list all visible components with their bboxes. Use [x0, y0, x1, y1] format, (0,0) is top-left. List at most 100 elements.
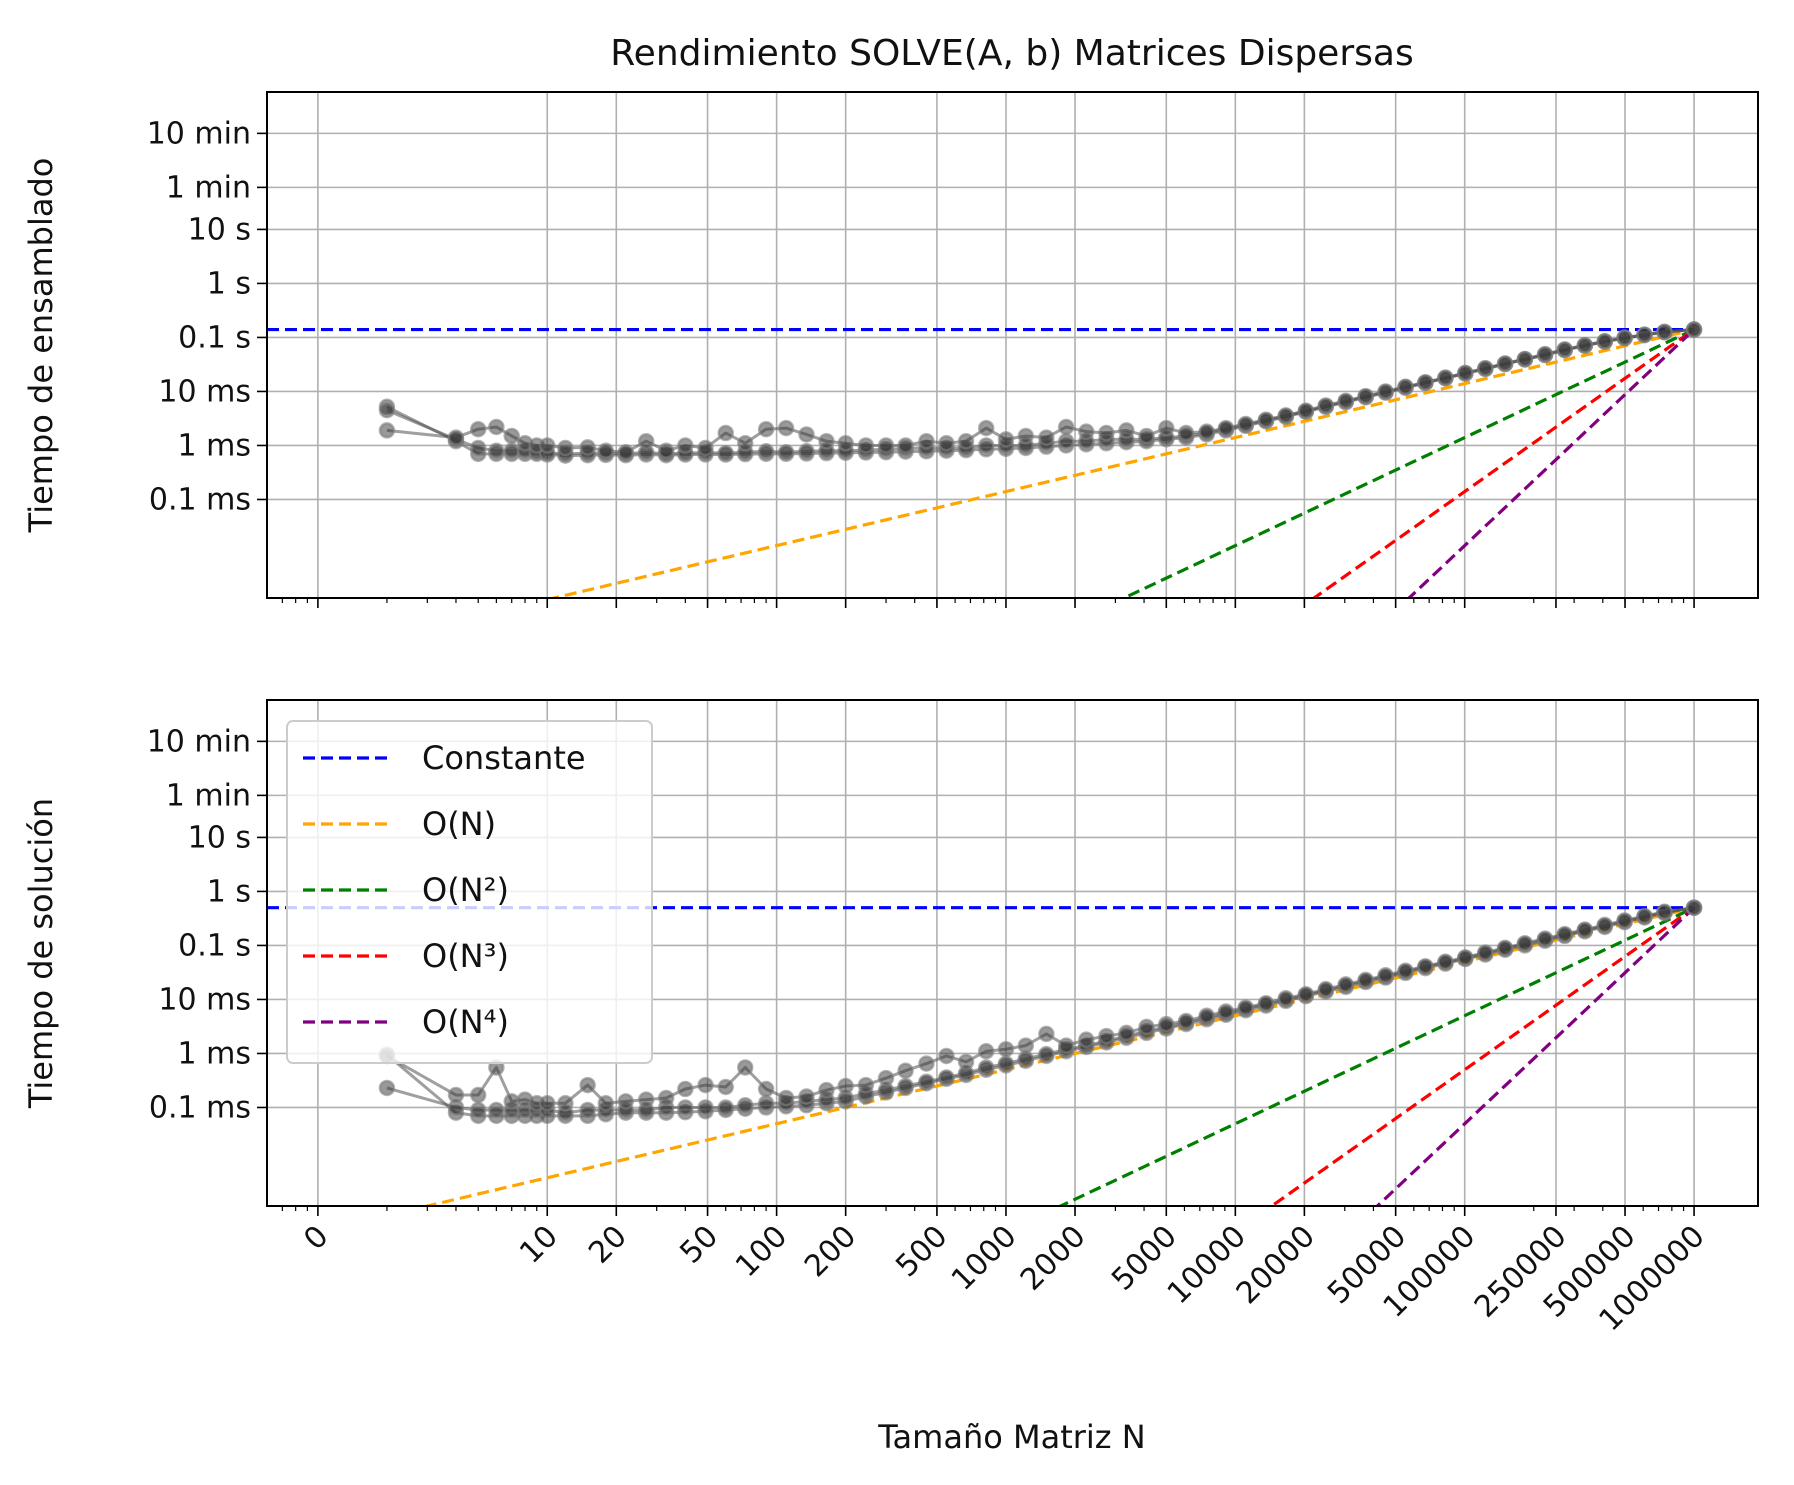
data-point	[1198, 1007, 1215, 1024]
x-tick-label: 20000	[1230, 1219, 1322, 1311]
data-point	[677, 437, 694, 454]
data-point	[918, 1073, 935, 1090]
data-point	[1576, 921, 1594, 938]
data-point	[617, 443, 635, 461]
panel-2: 0.1 ms 1 ms 10 ms 0.1 s 1 s 10 s 1 min 10 min 0 1…	[22, 699, 1759, 1338]
data-point	[1078, 1031, 1095, 1048]
y-tick-label: 0.1 ms	[149, 1090, 251, 1125]
data-point	[469, 1101, 487, 1119]
x-axis-title: Tamaño Matriz N	[877, 1418, 1145, 1456]
data-point	[1656, 323, 1673, 341]
x-tick-label: 0	[297, 1219, 335, 1257]
data-point	[1377, 383, 1394, 400]
y-tick-label: 1 s	[207, 874, 251, 909]
y-tick-label: 10 s	[188, 820, 251, 855]
y-tick-label: 10 s	[188, 212, 251, 247]
reference-curve	[420, 906, 1695, 1206]
data-point	[697, 1076, 714, 1094]
data-point	[1685, 321, 1703, 338]
data-point	[1596, 916, 1614, 934]
x-tick-label: 20	[582, 1219, 634, 1271]
plot-area	[267, 899, 1703, 1206]
data-point	[818, 1081, 835, 1099]
data-point	[777, 443, 795, 461]
data-point	[897, 1077, 914, 1095]
data-point	[488, 1101, 505, 1119]
data-point	[579, 1101, 596, 1119]
data-point	[837, 1077, 854, 1095]
data-point	[737, 1097, 754, 1114]
data-point	[798, 443, 815, 460]
data-point	[1057, 418, 1075, 436]
data-point	[1636, 326, 1653, 343]
reference-curve	[1375, 906, 1696, 1206]
data-point	[1596, 333, 1614, 350]
legend-label: O(N⁴)	[422, 1003, 509, 1041]
data-point	[1017, 1037, 1035, 1054]
data-point	[697, 439, 714, 457]
legend-label: Constante	[422, 739, 586, 777]
data-point	[1437, 369, 1454, 386]
data-point	[1177, 424, 1195, 442]
data-point	[597, 1094, 615, 1112]
x-tick-label: 10000	[1161, 1219, 1253, 1311]
data-point	[957, 432, 975, 450]
data-point	[938, 1069, 955, 1086]
x-tick-label: 500	[889, 1219, 954, 1284]
x-tick-label: 2000	[1014, 1219, 1093, 1298]
data-point	[1057, 1037, 1075, 1054]
data-point	[1616, 912, 1633, 929]
legend-label: O(N³)	[422, 937, 509, 975]
data-point	[837, 434, 854, 452]
data-point	[757, 443, 775, 460]
data-point	[977, 437, 995, 454]
data-point	[777, 419, 795, 437]
data-point	[447, 1086, 465, 1104]
data-point	[1138, 1018, 1155, 1036]
data-point	[579, 1076, 596, 1094]
y-tick-label: 0.1 s	[178, 928, 251, 963]
data-point	[1397, 378, 1414, 396]
data-point	[798, 426, 815, 443]
data-point	[897, 437, 914, 454]
data-point	[857, 437, 875, 454]
data-point	[539, 437, 556, 454]
y-tick-label: 1 ms	[178, 1036, 251, 1071]
chart-title: Rendimiento SOLVE(A, b) Matrices Dispers…	[610, 33, 1413, 74]
data-point	[677, 1080, 694, 1098]
data-point	[717, 444, 734, 462]
reference-curve	[1311, 328, 1695, 598]
data-point	[447, 429, 465, 446]
reference-curve	[1269, 906, 1695, 1206]
data-point	[737, 1059, 754, 1076]
data-point	[1017, 427, 1035, 445]
x-tick-label: 50	[673, 1219, 725, 1271]
data-point	[1078, 423, 1095, 440]
data-point	[1636, 907, 1653, 925]
data-point	[818, 432, 835, 450]
data-point	[877, 437, 895, 454]
data-point	[1038, 429, 1055, 446]
data-point	[1118, 1024, 1135, 1042]
legend-box	[286, 720, 653, 1064]
data-point	[1357, 971, 1374, 989]
data-point	[1516, 934, 1534, 952]
x-tick-label: 1000	[945, 1219, 1024, 1298]
y-axis-title: Tiempo de ensamblado	[22, 158, 60, 534]
data-point	[637, 1091, 655, 1108]
data-point	[677, 1099, 694, 1116]
y-tick-label: 1 min	[166, 778, 251, 813]
data-point	[1317, 397, 1335, 414]
data-point	[997, 1040, 1015, 1058]
legend-label: O(N)	[422, 805, 496, 843]
data-point	[1516, 350, 1534, 368]
data-point	[1217, 419, 1235, 437]
reference-curve	[547, 327, 1695, 598]
data-point	[1098, 1027, 1115, 1045]
data-point	[617, 1093, 635, 1110]
data-point	[1297, 402, 1315, 419]
data-point	[469, 420, 487, 438]
data-point	[737, 434, 754, 452]
y-tick-label: 1 min	[166, 170, 251, 205]
